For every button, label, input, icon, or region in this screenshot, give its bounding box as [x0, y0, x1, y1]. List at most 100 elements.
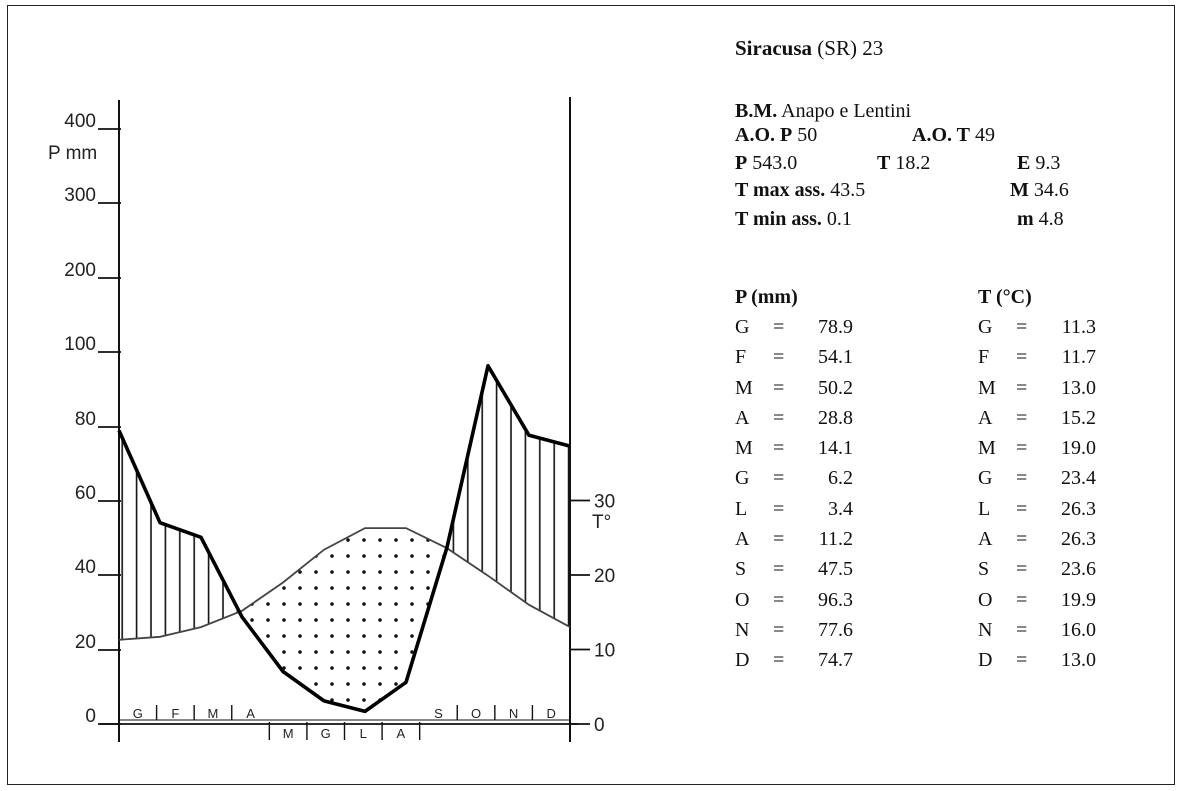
equals-sign: =	[1016, 558, 1028, 581]
basin-row: B.M. Anapo e Lentini	[735, 99, 911, 123]
precipitation-value: 14.1	[818, 437, 853, 460]
temperature-value: 13.0	[1061, 649, 1096, 672]
month-abbr: F	[735, 346, 747, 369]
month-label: N	[509, 706, 518, 721]
temperature-row: A = 15.2	[978, 403, 1096, 433]
e-value: 9.3	[1035, 152, 1061, 174]
equals-sign: =	[1016, 497, 1028, 520]
month-label: M	[283, 726, 294, 741]
left-tick-label: 200	[64, 260, 96, 281]
temperature-row: G = 11.3	[978, 312, 1096, 342]
left-tick-label: 400	[64, 111, 96, 132]
equals-sign: =	[773, 528, 785, 551]
precipitation-series-line	[117, 364, 571, 714]
equals-sign: =	[773, 467, 785, 490]
temperature-row: M = 13.0	[978, 373, 1096, 403]
equals-sign: =	[773, 618, 785, 641]
temperature-value: 26.3	[1061, 497, 1096, 520]
p-table-rows: G = 78.9 F = 54.1 M = 50.2 A = 28.8 M = 14.1 G = 6.2 L = 3.4…	[735, 312, 853, 676]
precipitation-row: A = 11.2	[735, 524, 853, 554]
equals-sign: =	[773, 649, 785, 672]
month-abbr: G	[978, 467, 993, 490]
station-title: Siracusa (SR) 23	[735, 36, 883, 60]
left-axis-ticks: 0 20 40 60 80 100 200 300 400	[64, 111, 121, 727]
right-tick-label: 20	[594, 566, 615, 587]
aop-row: A.O. P 50	[735, 123, 817, 147]
tmax-value: 43.5	[830, 179, 866, 201]
left-tick-label: 100	[64, 334, 96, 355]
month-abbr: S	[735, 558, 747, 581]
left-tick-label: 60	[75, 483, 96, 504]
precipitation-value: 78.9	[818, 316, 853, 338]
precipitation-row: M = 14.1	[735, 433, 853, 463]
temperature-value: 13.0	[1061, 376, 1096, 399]
month-label: S	[434, 706, 443, 721]
equals-sign: =	[1016, 588, 1028, 611]
bm-label: B.M.	[735, 100, 778, 122]
month-abbr: D	[735, 649, 750, 672]
month-label: A	[246, 706, 255, 721]
t-mean-label: T	[877, 152, 891, 174]
e-label: E	[1017, 152, 1031, 174]
equals-sign: =	[1016, 406, 1028, 429]
station-name: Siracusa	[735, 36, 813, 60]
temperature-value: 19.9	[1061, 588, 1096, 611]
left-tick-label: 80	[75, 409, 96, 430]
p-table-header: P (mm)	[735, 286, 798, 308]
precipitation-value: 50.2	[818, 376, 853, 399]
left-tick-label: 20	[75, 632, 96, 653]
equals-sign: =	[773, 316, 785, 338]
temperature-row: M = 19.0	[978, 433, 1096, 463]
precipitation-table: P (mm) G = 78.9 F = 54.1 M = 50.2 A = 28.8 M = 14.1 G = 6…	[735, 282, 853, 676]
temperature-row: S = 23.6	[978, 554, 1096, 584]
month-abbr: L	[735, 497, 748, 520]
right-tick-label: 10	[594, 641, 615, 662]
equals-sign: =	[773, 406, 785, 429]
left-tick-label: 0	[85, 706, 96, 727]
equals-sign: =	[1016, 346, 1028, 369]
temperature-value: 11.7	[1061, 346, 1096, 369]
precipitation-value: 11.2	[818, 528, 853, 551]
m-label: m	[1017, 208, 1034, 230]
month-abbr: A	[978, 528, 993, 551]
temperature-series-line	[118, 527, 571, 641]
equals-sign: =	[773, 588, 785, 611]
equals-sign: =	[1016, 618, 1028, 641]
left-tick-label: 40	[75, 557, 96, 578]
month-abbr: G	[735, 467, 750, 490]
precipitation-row: A = 28.8	[735, 403, 853, 433]
precipitation-row: D = 74.7	[735, 645, 853, 675]
month-abbr: F	[978, 346, 990, 369]
month-abbr: G	[735, 316, 750, 338]
temperature-table: T (°C) G = 11.3 F = 11.7 M = 13.0 A = 15.2 M = 19.0 G = 2…	[978, 282, 1096, 676]
m-value: 4.8	[1038, 208, 1064, 230]
month-label: G	[133, 706, 143, 721]
precipitation-row: G = 78.9	[735, 312, 853, 342]
temperature-value: 23.4	[1061, 467, 1096, 490]
equals-sign: =	[1016, 649, 1028, 672]
station-province: (SR)	[817, 36, 857, 60]
temperature-value: 23.6	[1061, 558, 1096, 581]
month-label: L	[360, 726, 367, 741]
temperature-value: 26.3	[1061, 528, 1096, 551]
tmax-label: T max ass.	[735, 179, 826, 201]
temperature-row: D = 13.0	[978, 645, 1096, 675]
precipitation-value: 74.7	[818, 649, 853, 672]
precipitation-row: M = 50.2	[735, 373, 853, 403]
right-tick-label: 30	[594, 492, 615, 513]
temperature-row: A = 26.3	[978, 524, 1096, 554]
month-abbr: M	[735, 376, 753, 399]
right-axis-ticks: 0 10 20 30	[569, 492, 615, 736]
month-label: D	[547, 706, 556, 721]
month-label: A	[397, 726, 406, 741]
left-axis-title: P mm	[48, 143, 97, 164]
precipitation-value: 47.5	[818, 558, 853, 581]
equals-sign: =	[773, 437, 785, 460]
temperature-row: O = 19.9	[978, 585, 1096, 615]
equals-sign: =	[1016, 376, 1028, 399]
month-abbr: N	[978, 618, 993, 641]
temperature-row: G = 23.4	[978, 463, 1096, 493]
month-abbr: S	[978, 558, 990, 581]
climate-diagram: 0 20 40 60 80 100 200 300 400 P mm 0 10 20 30 T° G F…	[48, 97, 615, 742]
month-abbr: O	[978, 588, 993, 611]
